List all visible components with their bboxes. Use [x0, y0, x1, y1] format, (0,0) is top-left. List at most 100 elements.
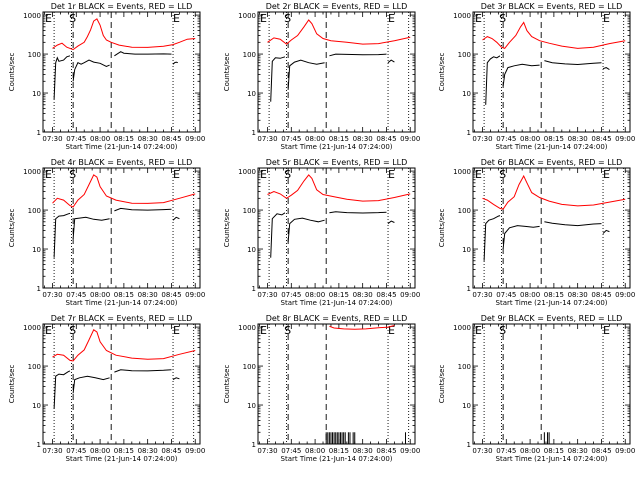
- y-tick-label: 100: [243, 363, 256, 371]
- x-tick-label: 09:00: [615, 135, 635, 143]
- end-marker-right: E: [173, 324, 180, 337]
- y-tick-label: 10: [32, 90, 41, 98]
- y-tick-label: 1000: [238, 324, 256, 332]
- events-series-line: [483, 215, 501, 261]
- x-tick-label: 07:45: [496, 447, 516, 455]
- y-tick-label: 1000: [238, 12, 256, 20]
- x-tick-label: 08:30: [138, 291, 158, 299]
- x-tick-label: 09:00: [185, 135, 205, 143]
- detector-panel-8: Det 8r BLACK = Events, RED = LLD 1 10 100 10…: [223, 314, 420, 463]
- end-marker-left: E: [45, 12, 52, 25]
- detector-panel-5: Det 5r BLACK = Events, RED = LLD 1 10 100 10…: [223, 158, 420, 307]
- x-tick-label: 08:15: [544, 291, 564, 299]
- x-tick-label: 08:30: [568, 447, 588, 455]
- x-tick-label: 08:00: [90, 291, 110, 299]
- plot-frame: [42, 11, 201, 133]
- y-axis-label: Counts/sec: [8, 365, 16, 404]
- x-tick-label: 08:00: [305, 447, 325, 455]
- end-marker-right: E: [388, 12, 395, 25]
- x-tick-label: 07:30: [42, 291, 62, 299]
- x-tick-label: 07:30: [257, 135, 277, 143]
- end-marker-left: E: [475, 168, 482, 181]
- x-tick-label: 08:45: [591, 135, 611, 143]
- start-marker: S: [284, 324, 291, 337]
- x-tick-label: 08:15: [329, 447, 349, 455]
- y-tick-label: 10: [462, 402, 471, 410]
- panel-title: Det 8r BLACK = Events, RED = LLD: [266, 314, 408, 323]
- y-tick-label: 1: [252, 285, 256, 293]
- events-series-line: [485, 55, 501, 105]
- panel-title: Det 5r BLACK = Events, RED = LLD: [266, 158, 408, 167]
- detector-panel-3: Det 3r BLACK = Events, RED = LLD 1 10 100 10…: [438, 2, 635, 151]
- x-tick-label: 08:00: [90, 447, 110, 455]
- start-marker: S: [69, 324, 76, 337]
- detector-panel-7: Det 7r BLACK = Events, RED = LLD 1 10 100 10…: [8, 314, 205, 463]
- y-tick-label: 10: [247, 402, 256, 410]
- panel-title: Det 7r BLACK = Events, RED = LLD: [51, 314, 193, 323]
- lld-series-line: [52, 329, 196, 362]
- x-tick-label: 08:30: [568, 135, 588, 143]
- y-tick-label: 1: [252, 441, 256, 449]
- x-tick-label: 09:00: [185, 447, 205, 455]
- end-marker-right: E: [388, 324, 395, 337]
- x-tick-label: 08:45: [161, 291, 181, 299]
- y-tick-label: 1: [37, 285, 41, 293]
- x-tick-label: 07:30: [42, 447, 62, 455]
- end-marker-right: E: [173, 168, 180, 181]
- start-marker: S: [69, 168, 76, 181]
- x-tick-label: 08:45: [376, 291, 396, 299]
- x-tick-label: 07:30: [472, 447, 492, 455]
- events-series-line: [53, 212, 71, 258]
- y-tick-label: 100: [243, 51, 256, 59]
- x-axis-label: Start Time (21-Jun-14 07:24:00): [281, 143, 393, 151]
- y-tick-label: 100: [28, 363, 41, 371]
- y-axis-label: Counts/sec: [223, 209, 231, 248]
- lld-series-line: [482, 174, 626, 210]
- detector-panel-1: Det 1r BLACK = Events, RED = LLD 1 10 100 10…: [8, 2, 205, 151]
- events-series-line: [270, 56, 286, 102]
- start-marker: S: [284, 168, 291, 181]
- y-axis-label: Counts/sec: [438, 209, 446, 248]
- events-series-line: [72, 59, 110, 82]
- x-tick-label: 09:00: [615, 291, 635, 299]
- y-tick-label: 100: [458, 207, 471, 215]
- x-tick-label: 08:15: [544, 447, 564, 455]
- x-tick-label: 08:45: [376, 135, 396, 143]
- plot-frame: [472, 11, 631, 133]
- panel-title: Det 3r BLACK = Events, RED = LLD: [481, 2, 623, 11]
- y-tick-label: 100: [458, 363, 471, 371]
- events-series-line: [72, 375, 110, 394]
- lld-series-line: [482, 21, 626, 49]
- x-tick-label: 08:00: [520, 135, 540, 143]
- x-tick-label: 09:00: [400, 135, 420, 143]
- end-marker-left: E: [260, 12, 267, 25]
- events-series-line: [387, 59, 395, 64]
- x-tick-label: 08:15: [114, 135, 134, 143]
- detector-panel-4: Det 4r BLACK = Events, RED = LLD 1 10 100 10…: [8, 158, 205, 307]
- panel-title: Det 1r BLACK = Events, RED = LLD: [51, 2, 193, 11]
- end-marker-left: E: [475, 12, 482, 25]
- x-tick-label: 08:45: [161, 135, 181, 143]
- events-series-line: [602, 229, 610, 234]
- y-tick-label: 10: [247, 90, 256, 98]
- x-tick-label: 08:15: [329, 291, 349, 299]
- y-axis-label: Counts/sec: [223, 365, 231, 404]
- x-tick-label: 07:30: [257, 447, 277, 455]
- events-series-line: [172, 377, 180, 381]
- y-tick-label: 10: [32, 246, 41, 254]
- plot-frame: [472, 323, 631, 445]
- events-series-line: [72, 216, 110, 240]
- plot-frame: [42, 323, 201, 445]
- x-tick-label: 07:30: [472, 135, 492, 143]
- events-series-line: [114, 51, 172, 57]
- events-series-line: [502, 225, 540, 250]
- plot-frame: [257, 11, 416, 133]
- y-tick-label: 100: [243, 207, 256, 215]
- events-series-line: [53, 370, 71, 409]
- lld-series-line: [52, 18, 196, 51]
- x-tick-label: 08:45: [161, 447, 181, 455]
- end-marker-right: E: [603, 168, 610, 181]
- events-series-line: [287, 59, 325, 90]
- panel-title: Det 9r BLACK = Events, RED = LLD: [481, 314, 623, 323]
- y-tick-label: 10: [462, 246, 471, 254]
